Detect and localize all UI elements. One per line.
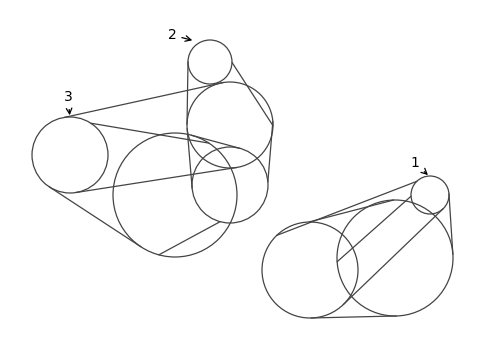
Text: 2: 2 xyxy=(167,28,191,42)
Text: 1: 1 xyxy=(410,156,426,174)
Text: 3: 3 xyxy=(63,90,72,114)
